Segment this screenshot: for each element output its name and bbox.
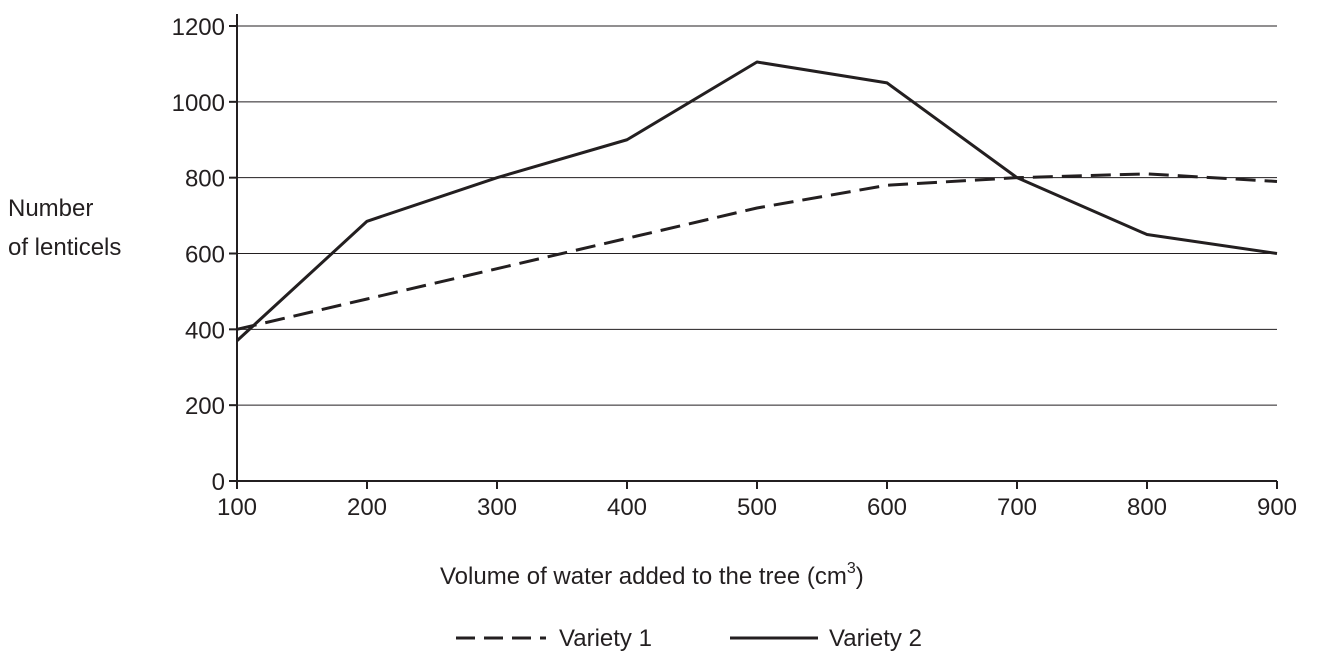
y-tick-label-200: 200 <box>185 393 225 420</box>
grid-lines <box>237 25 1277 406</box>
x-tick-label-400: 400 <box>607 494 647 521</box>
y-ticks: 0 200 400 600 800 1000 1200 <box>172 14 237 496</box>
y-tick-label-800: 800 <box>185 166 225 193</box>
series-lines <box>235 60 1278 342</box>
y-axis-title-line1: Number <box>8 195 93 222</box>
legend-label-variety-2: Variety 2 <box>829 625 922 652</box>
y-tick-label-1000: 1000 <box>172 90 225 117</box>
x-tick-label-900: 900 <box>1257 494 1297 521</box>
legend-label-variety-1: Variety 1 <box>559 625 652 652</box>
y-tick-label-600: 600 <box>185 242 225 269</box>
x-tick-label-700: 700 <box>997 494 1037 521</box>
x-tick-label-600: 600 <box>867 494 907 521</box>
series-line-variety-1 <box>236 172 1278 331</box>
x-ticks: 100 200 300 400 500 600 700 800 900 <box>217 481 1297 521</box>
x-tick-label-500: 500 <box>737 494 777 521</box>
x-tick-label-300: 300 <box>477 494 517 521</box>
x-tick-label-200: 200 <box>347 494 387 521</box>
x-axis-title: Volume of water added to the tree (cm3) <box>440 560 864 590</box>
y-axis-title-line2: of lenticels <box>8 234 121 261</box>
axes <box>236 14 1277 482</box>
y-tick-label-0: 0 <box>212 469 225 496</box>
series-line-variety-2 <box>235 60 1278 342</box>
x-axis-title-suffix: ) <box>856 563 864 590</box>
x-axis-title-superscript: 3 <box>847 560 856 577</box>
legend: Variety 1 Variety 2 <box>456 625 922 652</box>
x-tick-label-100: 100 <box>217 494 257 521</box>
y-tick-label-1200: 1200 <box>172 14 225 41</box>
y-tick-label-400: 400 <box>185 317 225 344</box>
x-tick-label-800: 800 <box>1127 494 1167 521</box>
x-axis-title-text: Volume of water added to the tree (cm <box>440 563 847 590</box>
